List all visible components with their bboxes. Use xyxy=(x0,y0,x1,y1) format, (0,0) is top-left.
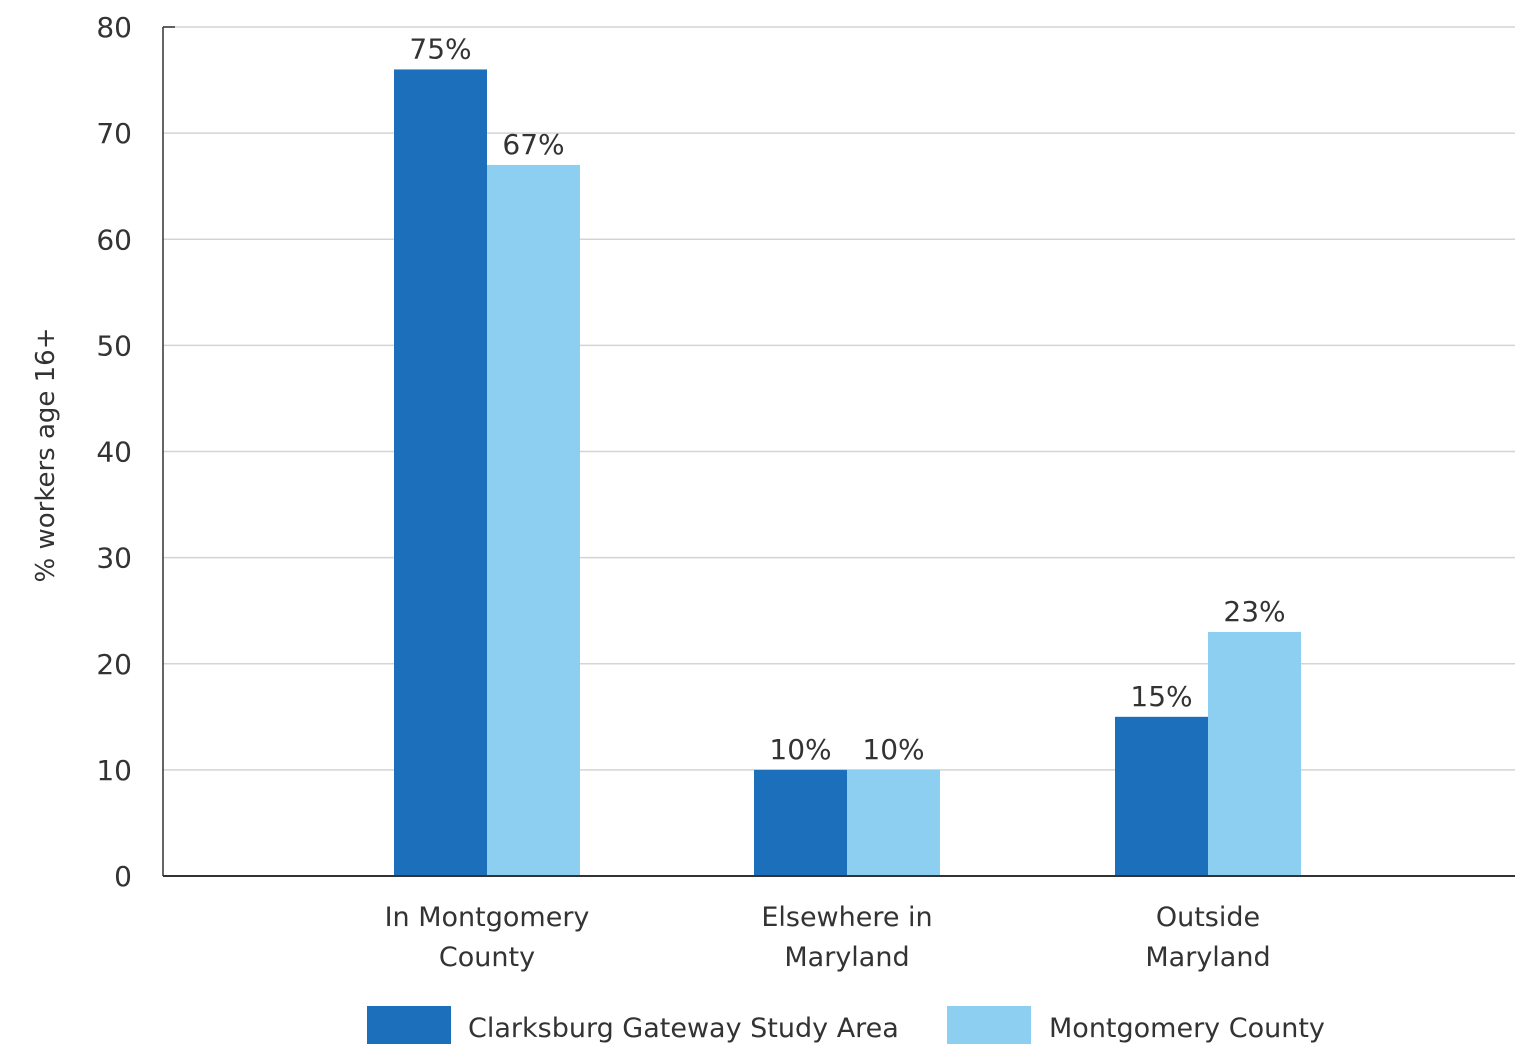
x-category-label: County xyxy=(439,942,535,973)
x-category-label: Elsewhere in xyxy=(761,902,932,933)
y-tick-label: 20 xyxy=(96,648,132,681)
x-category-label: Maryland xyxy=(1145,942,1270,973)
y-tick-label: 40 xyxy=(96,436,132,469)
bar-study-area-0 xyxy=(394,69,487,876)
legend-swatch xyxy=(367,1006,451,1044)
legend-label: Clarksburg Gateway Study Area xyxy=(468,1013,899,1044)
bar-study-area-2 xyxy=(1115,716,1208,876)
y-tick-label: 30 xyxy=(96,542,132,575)
data-label: 75% xyxy=(409,32,471,65)
data-label: 23% xyxy=(1223,595,1285,628)
bar-county-0 xyxy=(487,164,580,876)
y-axis-title: % workers age 16+ xyxy=(31,327,61,582)
data-label: 15% xyxy=(1130,680,1192,713)
x-category-label: Maryland xyxy=(784,942,909,973)
legend-swatch xyxy=(947,1006,1031,1044)
bar-study-area-1 xyxy=(754,769,847,876)
x-category-label: Outside xyxy=(1156,902,1260,933)
x-category-label: In Montgomery xyxy=(385,902,590,933)
data-label: 10% xyxy=(862,733,924,766)
y-tick-label: 50 xyxy=(96,329,132,362)
bar-county-2 xyxy=(1208,631,1301,876)
bar-county-1 xyxy=(847,769,940,876)
y-tick-label: 80 xyxy=(96,11,132,44)
y-tick-label: 70 xyxy=(96,117,132,150)
y-tick-label: 60 xyxy=(96,223,132,256)
y-tick-label: 0 xyxy=(114,860,132,893)
data-label: 10% xyxy=(769,733,831,766)
y-tick-label: 10 xyxy=(96,754,132,787)
legend-label: Montgomery County xyxy=(1049,1013,1325,1044)
data-label: 67% xyxy=(502,128,564,161)
